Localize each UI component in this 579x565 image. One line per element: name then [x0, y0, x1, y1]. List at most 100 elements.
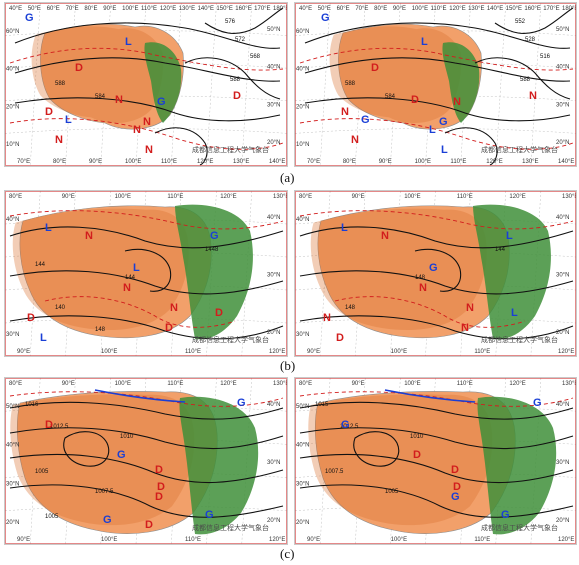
pressure-center-d: D — [453, 481, 461, 493]
pressure-center-d: D — [145, 519, 153, 531]
pressure-center-l: L — [506, 230, 513, 242]
tick-label-bottom: 120°E — [269, 349, 285, 355]
tick-label-top: 180°E — [562, 6, 576, 12]
contour-label: 1012.5 — [340, 424, 359, 430]
contour-label: 148 — [415, 275, 426, 281]
pressure-center-d: D — [75, 62, 83, 74]
graticule-parallel — [5, 128, 287, 134]
map-frame — [295, 378, 576, 544]
pressure-center-d: D — [336, 332, 344, 344]
terrain-layer — [10, 391, 259, 535]
height-contour — [444, 127, 498, 166]
watermark: 成都信息工程大学气象台 — [192, 523, 269, 532]
tick-label-top: 100°E — [115, 194, 131, 200]
height-contour — [299, 270, 574, 295]
contour-label: 140 — [55, 305, 66, 311]
map-panel-c-right: 1015 1012.5 1010 1007.5 1005 G G D D D G G 90°E 100°E… — [294, 377, 577, 545]
tick-label-right: 40°N — [556, 215, 569, 221]
pressure-center-d: D — [233, 90, 241, 102]
pressure-center-l: L — [45, 222, 52, 234]
pressure-center-g: G — [429, 262, 438, 274]
tick-label-left: 30°N — [296, 481, 309, 487]
row-label-b: (b) — [280, 358, 296, 373]
pressure-center-n: N — [145, 144, 153, 156]
tick-label-bottom: 110°E — [450, 159, 466, 165]
tick-label-left: 20°N — [296, 104, 309, 110]
tick-label-top: 120°E — [449, 6, 465, 12]
graticule-meridian — [495, 3, 506, 166]
tick-label-right: 30°N — [556, 273, 569, 279]
tick-label-top: 110°E — [457, 381, 473, 387]
vegetation-terrain — [179, 396, 259, 535]
tick-label-left: 50°N — [296, 404, 309, 410]
tick-label-top: 130°E — [273, 194, 287, 200]
vegetation-terrain — [175, 204, 253, 340]
pressure-center-d: D — [157, 481, 165, 493]
vegetation-terrain — [144, 42, 182, 123]
terrain-layer — [329, 23, 482, 130]
tick-label-bottom: 110°E — [474, 537, 490, 543]
tick-label-top: 80°E — [299, 381, 312, 387]
tick-label-top: 140°E — [198, 6, 214, 12]
tick-label-bottom: 110°E — [185, 537, 201, 543]
tick-label-left: 40°N — [6, 217, 19, 223]
tick-label-bottom: 110°E — [185, 349, 201, 355]
tick-label-bottom: 130°E — [233, 159, 249, 165]
height-contour — [9, 315, 284, 340]
contour-label: 1012.5 — [50, 424, 69, 430]
tick-label-left: 30°N — [6, 332, 19, 338]
tick-label-right: 40°N — [267, 215, 280, 221]
height-contour — [299, 484, 574, 518]
tick-label-left: 40°N — [296, 67, 309, 73]
isotherm-line — [334, 296, 526, 328]
tick-label-top: 50°E — [318, 6, 331, 12]
pressure-center-g: G — [341, 419, 350, 431]
tick-label-top: 100°E — [412, 6, 428, 12]
pressure-center-g: G — [501, 509, 510, 521]
pressure-center-l: L — [511, 307, 518, 319]
tick-label-right: 20°N — [556, 330, 569, 336]
tick-label-top: 110°E — [167, 194, 183, 200]
tick-label-right: 50°N — [267, 27, 280, 33]
tick-label-left: 20°N — [296, 520, 309, 526]
watermark: 成都信息工程大学气象台 — [481, 145, 558, 154]
map-frame — [295, 191, 576, 356]
isotherm-line — [44, 296, 236, 328]
graticule-meridian — [530, 3, 542, 166]
tick-label-bottom: 120°E — [558, 537, 574, 543]
tick-label-bottom: 120°E — [558, 349, 574, 355]
watermark: 成都信息工程大学气象台 — [192, 335, 269, 344]
graticule-meridian — [30, 3, 41, 166]
pressure-center-d: D — [413, 449, 421, 461]
pressure-center-d: D — [451, 464, 459, 476]
pressure-center-n: N — [115, 94, 123, 106]
tick-label-top: 110°E — [431, 6, 447, 12]
tick-label-bottom: 100°E — [391, 349, 407, 355]
height-contour — [304, 57, 571, 82]
tick-label-top: 170°E — [543, 6, 559, 12]
pressure-center-g: G — [439, 116, 448, 128]
pressure-center-l: L — [40, 332, 47, 344]
pressure-center-d: D — [155, 491, 163, 503]
contour-label: 144 — [35, 262, 46, 268]
tick-label-right: 50°N — [556, 27, 569, 33]
tick-label-left: 10°N — [296, 142, 309, 148]
tick-label-right: 30°N — [267, 273, 280, 279]
pressure-center-n: N — [466, 302, 474, 314]
tick-label-left: 30°N — [6, 481, 19, 487]
pressure-center-d: D — [215, 307, 223, 319]
graticule-meridian — [319, 3, 331, 166]
tick-label-top: 70°E — [355, 6, 368, 12]
tick-label-right: 30°N — [556, 102, 569, 108]
pressure-center-l: L — [421, 36, 428, 48]
pressure-center-n: N — [85, 230, 93, 242]
height-contour — [299, 226, 574, 249]
pressure-center-g: G — [321, 12, 330, 24]
pressure-center-g: G — [25, 12, 34, 24]
isotherm-line — [299, 47, 574, 71]
map-panel-a-left: 588 584 588 576 572 568 G D L N G D N N D L N N 70°E 80°E 90… — [4, 2, 288, 167]
tick-label-right: 20°N — [267, 330, 280, 336]
tick-label-top: 100°E — [122, 6, 138, 12]
tick-label-top: 140°E — [487, 6, 503, 12]
